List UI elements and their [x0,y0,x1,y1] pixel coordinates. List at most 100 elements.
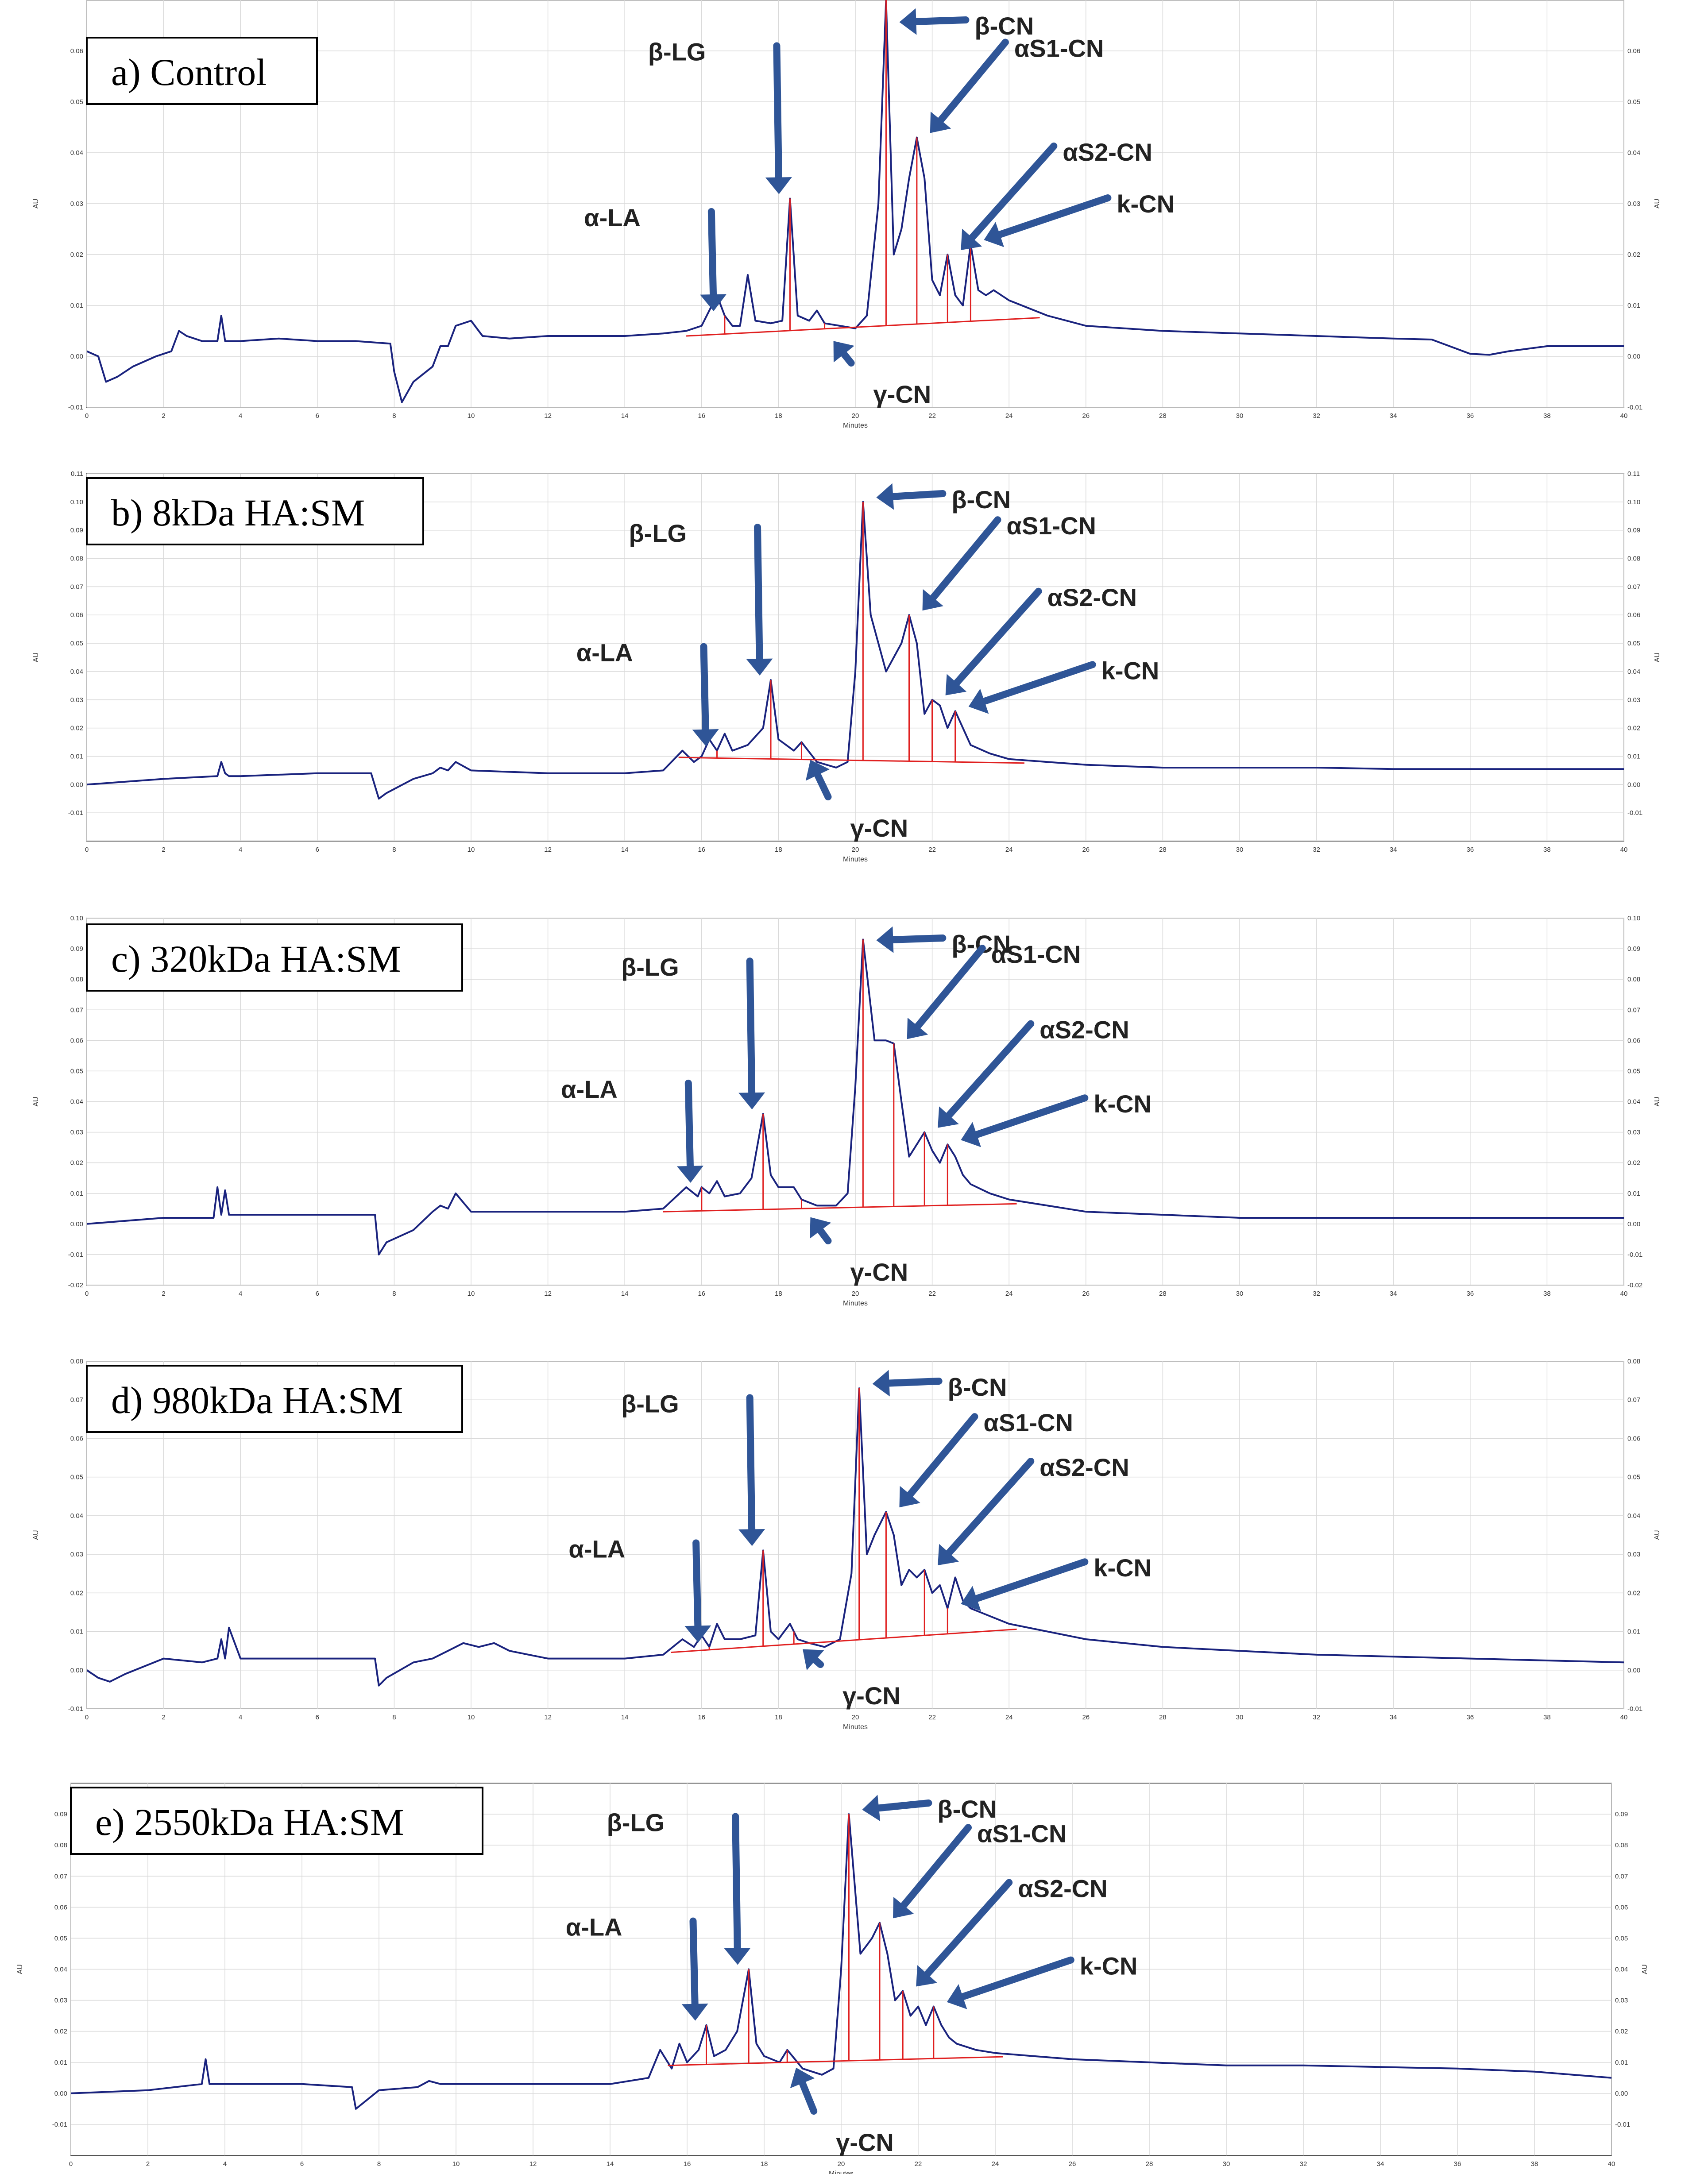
y-tick-label-left: 0.07 [70,583,83,591]
x-tick-label: 2 [162,1714,165,1721]
y-tick-label-left: 0.06 [70,611,83,619]
x-tick-label: 10 [468,1714,475,1721]
annotation-arrow-head [961,1122,981,1147]
y-tick-label-left: 0.05 [70,1067,83,1075]
peak-annotation-label: β-CN [974,12,1034,40]
x-tick-label: 36 [1466,1290,1474,1297]
x-tick-label: 18 [775,846,782,853]
x-tick-label: 18 [761,2160,768,2168]
chart-panel-2: 0 2 4 6 8 10 12 14 16 18 20 22 24 26 28 30 32 34 36 38 40-0.… [32,470,1661,863]
annotation-arrow-shaft [875,1799,932,1812]
y-tick-label-right: -0.01 [1627,809,1642,817]
peak-annotation-label: αS1-CN [991,940,1081,968]
y-axis-label-right: AU [1654,653,1661,662]
annotation-arrow-head [961,228,982,250]
y-tick-label-right: 0.06 [1627,1037,1640,1044]
integration-baseline [678,757,1024,764]
y-tick-label-left: 0.11 [71,470,83,478]
x-tick-label: 14 [621,846,629,853]
x-tick-label: 22 [928,846,936,853]
x-tick-label: 32 [1313,1714,1320,1721]
y-tick-label-right: 0.05 [1615,1935,1628,1942]
annotation-arrow-head [810,1217,831,1239]
y-tick-label-right: 0.09 [1627,945,1640,953]
peak-annotation-label: k-CN [1094,1090,1152,1118]
x-tick-label: 16 [698,1290,705,1297]
peak-annotation-label: αS2-CN [1063,138,1152,166]
panel-title-box [86,923,463,992]
peak-annotation-label: αS2-CN [1047,583,1137,611]
x-tick-label: 26 [1082,1290,1090,1297]
annotation-arrow-head [746,658,773,676]
annotation-arrow-head [938,1544,959,1565]
y-tick-label-right: 0.08 [1627,976,1640,983]
annotation-arrow-head [738,1529,765,1546]
y-tick-label-right: 0.05 [1627,640,1640,647]
x-tick-label: 8 [377,2160,381,2168]
x-tick-label: 16 [698,412,705,420]
peak-annotation-label: β-CN [948,1373,1007,1401]
annotation-arrow-shaft [692,1539,702,1630]
peak-annotation-label: β-LG [621,953,679,981]
annotation-arrow-shaft [814,771,832,800]
annotation-arrow-head [922,589,943,611]
x-tick-label: 34 [1390,1714,1397,1721]
x-axis-label: Minutes [829,2170,854,2174]
annotation-arrow-shaft [889,490,947,500]
annotation-arrow-head [692,729,719,746]
annotation-arrow-head [805,760,830,781]
y-tick-label-right: 0.00 [1627,353,1640,360]
x-tick-label: 0 [85,1290,89,1297]
annotation-arrow-shaft [689,1917,699,2008]
annotation-arrow-shaft [973,1558,1089,1603]
chromatogram-trace [71,1813,1611,2110]
annotation-arrow-shaft [746,1394,756,1533]
integration-baseline [663,1203,1017,1212]
peak-annotation-label: k-CN [1101,656,1159,684]
x-tick-label: 28 [1146,2160,1153,2168]
peak-annotation-label: α-LA [566,1913,622,1941]
y-tick-label-left: 0.04 [70,1098,83,1106]
x-tick-label: 8 [392,1290,396,1297]
y-tick-label-right: 0.04 [1627,149,1640,157]
annotation-arrow-shaft [968,143,1058,241]
x-tick-label: 38 [1543,846,1551,853]
x-tick-label: 28 [1159,1714,1167,1721]
y-tick-label-left: 0.04 [54,1966,67,1973]
x-tick-label: 16 [698,846,705,853]
y-tick-label-right: 0.02 [1627,251,1640,259]
x-tick-label: 38 [1531,2160,1538,2168]
y-tick-label-left: 0.02 [70,1159,83,1167]
y-tick-label-left: -0.01 [52,2121,67,2128]
x-tick-label: 20 [852,412,859,420]
x-tick-label: 30 [1223,2160,1230,2168]
y-tick-label-left: 0.07 [70,1006,83,1014]
y-tick-label-right: 0.01 [1627,302,1640,309]
peak-annotation-label: β-CN [937,1795,997,1823]
y-tick-label-right: 0.04 [1627,1098,1640,1106]
annotation-arrow-head [765,177,792,194]
x-tick-label: 0 [85,412,89,420]
y-tick-label-left: 0.03 [70,1551,83,1558]
x-tick-label: 40 [1620,412,1628,420]
x-tick-label: 12 [544,1290,552,1297]
x-tick-label: 0 [85,1714,89,1721]
x-tick-label: 2 [162,1290,165,1297]
x-tick-label: 8 [392,1714,396,1721]
y-axis-label-left: AU [16,1964,24,1974]
x-tick-label: 28 [1159,846,1167,853]
y-tick-label-left: -0.01 [68,1705,83,1713]
y-tick-label-right: -0.01 [1627,1705,1642,1713]
y-tick-label-right: 0.05 [1627,1474,1640,1481]
y-tick-label-left: 0.08 [70,976,83,983]
y-tick-label-left: 0.00 [70,781,83,788]
x-tick-label: 12 [544,846,552,853]
x-tick-label: 12 [529,2160,537,2168]
annotation-arrow-head [862,1795,881,1822]
x-tick-label: 40 [1620,1714,1628,1721]
annotation-arrow-shaft [889,934,947,943]
y-tick-label-right: 0.00 [1627,1667,1640,1674]
x-tick-label: 20 [852,1290,859,1297]
peak-annotation-label: k-CN [1080,1952,1138,1980]
x-tick-label: 26 [1082,1714,1090,1721]
